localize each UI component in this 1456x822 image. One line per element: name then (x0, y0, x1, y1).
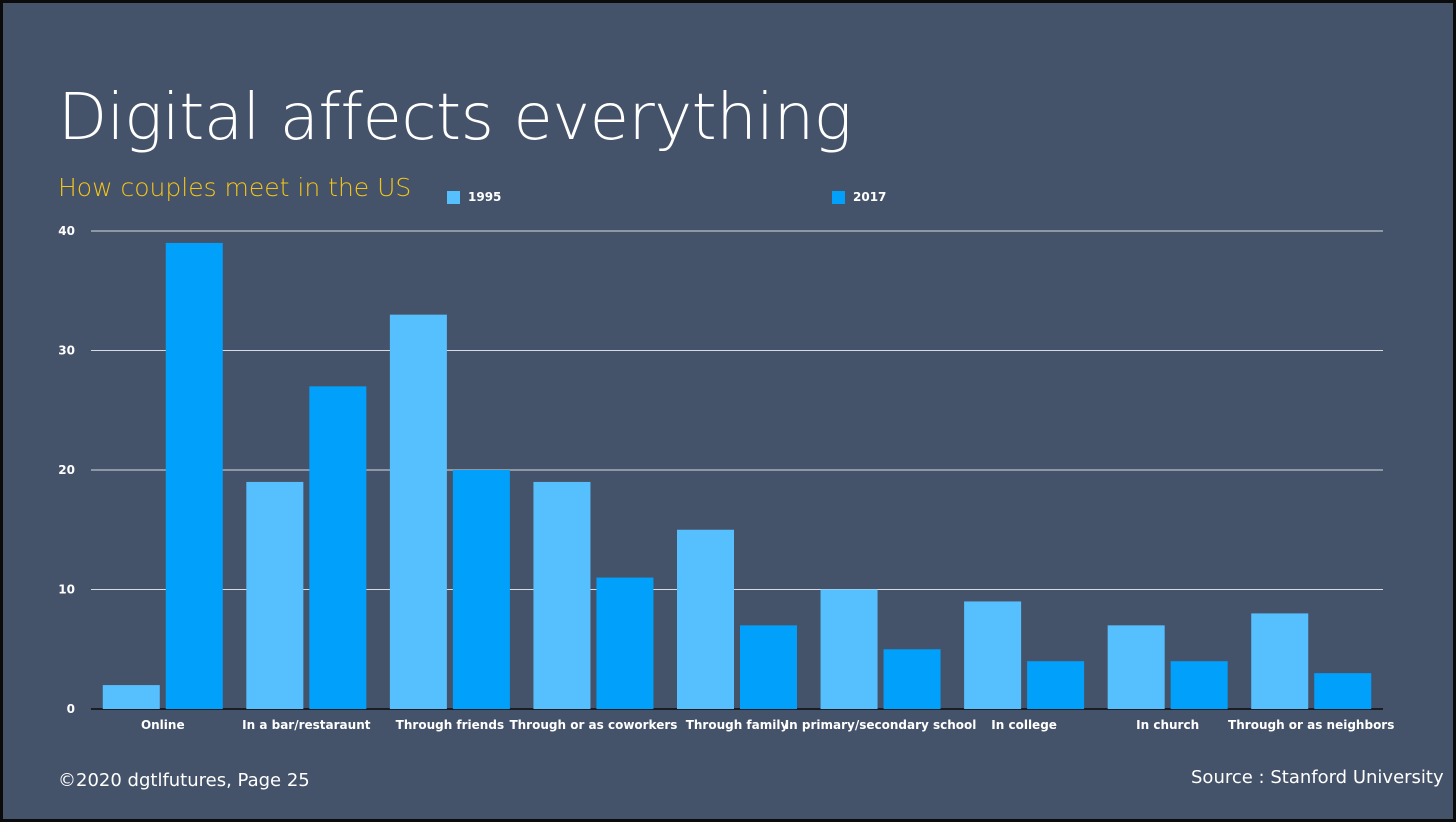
legend-swatch-2017 (832, 190, 845, 204)
bar-2017 (452, 470, 510, 709)
bar-2017 (883, 649, 941, 709)
bar-1995 (1107, 625, 1165, 709)
x-tick-label: Through or as neighbors (1228, 718, 1394, 732)
x-tick-label: In church (1136, 718, 1199, 732)
y-tick-label: 10 (58, 583, 75, 597)
bar-2017 (1170, 661, 1228, 709)
x-tick-label: In primary/secondary school (785, 718, 977, 732)
legend-swatch-1995 (447, 190, 460, 204)
bar-2017 (596, 577, 654, 709)
bar-1995 (533, 481, 591, 709)
bar-1995 (246, 481, 304, 709)
x-tick-label: Through family (686, 718, 789, 732)
bar-1995 (964, 601, 1022, 709)
legend-label-1995: 1995 (468, 190, 502, 204)
bar-2017 (740, 625, 797, 709)
x-tick-label: In a bar/restaraunt (242, 718, 371, 732)
bar-1995 (389, 314, 447, 709)
bar-2017 (165, 242, 223, 709)
bar-2017 (1314, 673, 1372, 709)
bar-1995 (820, 589, 878, 709)
y-tick-label: 20 (58, 463, 75, 477)
legend-item-1995: 1995 (447, 190, 501, 204)
bar-1995 (102, 685, 160, 709)
x-tick-label: Through or as coworkers (509, 718, 677, 732)
copyright-footer: ©2020 dgtlfutures, Page 25 (58, 770, 310, 791)
legend-item-2017: 2017 (832, 190, 886, 204)
bar-2017 (309, 386, 367, 709)
y-tick-label: 40 (58, 224, 75, 238)
x-tick-label: In college (991, 718, 1057, 732)
bar-1995 (1251, 613, 1309, 709)
y-tick-label: 30 (58, 344, 75, 358)
x-tick-label: Through friends (396, 718, 504, 732)
legend-label-2017: 2017 (853, 190, 887, 204)
bar-chart: 0 10 20 30 40 Online In a bar/restaraunt Throug… (58, 224, 1394, 732)
slide-title: Digital affects everything (58, 81, 852, 155)
source-footer: Source : Stanford University (1191, 767, 1444, 788)
bar-1995 (677, 529, 734, 709)
bar-2017 (1027, 661, 1085, 709)
chart-title: How couples meet in the US (58, 173, 412, 202)
x-tick-label: Online (141, 718, 185, 732)
y-tick-label: 0 (67, 702, 75, 716)
